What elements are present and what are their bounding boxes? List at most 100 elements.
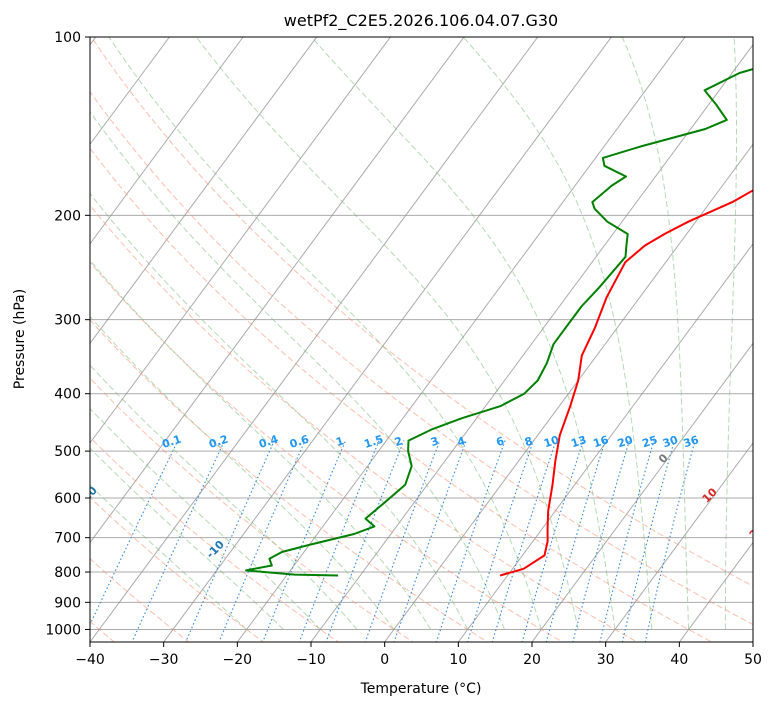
y-tick-label: 900 <box>54 595 81 611</box>
mixing-ratio-line <box>599 440 655 642</box>
y-tick-label: 500 <box>54 444 81 460</box>
moist-adiabat-line <box>90 259 432 630</box>
moist-adiabat-line <box>90 315 395 630</box>
y-axis-label: Pressure (hPa) <box>12 289 28 389</box>
y-tick-label: 1000 <box>45 622 81 638</box>
dry-adiabat-label: -10 <box>204 538 227 561</box>
moist-adiabat-line <box>195 37 579 630</box>
moist-adiabat-line <box>621 37 690 630</box>
isotherm-line <box>90 37 392 444</box>
moist-adiabat-line <box>462 37 653 630</box>
x-tick-label: −30 <box>149 652 179 668</box>
moist-adiabat-line <box>724 37 737 630</box>
x-tick-label: 0 <box>380 652 389 668</box>
isotherm-line <box>752 641 753 642</box>
moist-adiabat-line <box>90 407 321 630</box>
isotherm-line <box>236 37 686 642</box>
mixing-ratio-line <box>466 440 534 642</box>
mixing-ratio-line <box>262 440 347 642</box>
isotherm-line <box>163 37 613 642</box>
x-axis-label: Temperature (°C) <box>360 681 482 697</box>
moist-adiabat-label: 20 <box>747 521 767 541</box>
moist-adiabat-line <box>90 447 284 630</box>
isotherm-line <box>90 37 539 642</box>
mixing-ratio-label: 36 <box>682 433 701 450</box>
mixing-ratio-label: 8 <box>523 434 534 449</box>
mixing-ratio-line <box>491 440 557 642</box>
mixing-ratio-label: 10 <box>542 433 561 450</box>
moist-adiabat-line <box>90 364 358 630</box>
mixing-ratio-label: 0.2 <box>207 433 230 451</box>
isotherm-line <box>90 37 244 245</box>
plot-area <box>90 37 753 642</box>
mixing-ratio-line <box>218 440 306 642</box>
mixing-ratio-line <box>572 440 630 642</box>
x-tick-label: −20 <box>223 652 253 668</box>
isotherm-line <box>531 342 753 642</box>
x-tick-label: 10 <box>449 652 467 668</box>
mixing-ratio-line <box>364 440 441 642</box>
isotherm-line <box>678 541 753 642</box>
mixing-ratio-label: 20 <box>616 433 635 450</box>
mixing-ratio-label: 30 <box>661 433 680 450</box>
y-tick-label: 800 <box>54 565 81 581</box>
plot-frame <box>89 36 754 643</box>
mixing-ratio-line <box>521 440 584 642</box>
x-axis: −40 −30 −20 −10 0 10 20 30 40 50 <box>75 642 762 668</box>
mixing-ratio-line <box>545 440 606 642</box>
x-tick-label: −10 <box>296 652 326 668</box>
mixing-ratio-label: 1.5 <box>362 433 385 451</box>
moist-adiabat-line <box>311 37 616 630</box>
dry-adiabat-line <box>90 377 414 642</box>
isotherm-line <box>457 242 753 642</box>
isotherm-line <box>310 43 753 642</box>
x-tick-label: −40 <box>75 652 105 668</box>
chart-title: wetPf2_C2E5.2026.106.04.07.G30 <box>284 11 558 31</box>
moist-adiabat-line <box>108 37 542 630</box>
isotherm-line <box>605 442 753 642</box>
mixing-ratio-label: 1 <box>334 434 345 449</box>
moist-adiabat-line <box>90 192 469 630</box>
dry-adiabat-line <box>90 436 340 642</box>
x-tick-label: 40 <box>670 652 688 668</box>
dry-adiabat-line <box>90 204 639 642</box>
x-tick-label: 20 <box>523 652 541 668</box>
y-tick-label: 200 <box>54 208 81 224</box>
moist-adiabat-label: 0 <box>656 451 671 466</box>
x-tick-label: 30 <box>597 652 615 668</box>
y-tick-label: 100 <box>54 30 81 46</box>
mixing-ratio-label: 0.4 <box>257 432 280 450</box>
mixing-ratio-label: 0.6 <box>288 432 311 450</box>
y-tick-label: 300 <box>54 313 81 329</box>
mixing-ratio-label: 16 <box>592 433 611 450</box>
dry-adiabat-line <box>90 496 265 642</box>
mixing-ratio-line <box>393 440 467 642</box>
mixing-ratio-label: 25 <box>641 433 660 450</box>
dry-adiabat-line <box>90 147 713 642</box>
dry-adiabat-line <box>90 319 489 642</box>
mixing-ratio-label: 4 <box>456 434 468 449</box>
y-tick-label: 400 <box>54 387 81 403</box>
mixing-ratio-label: 3 <box>429 434 440 449</box>
x-tick-label: 50 <box>744 652 762 668</box>
mixing-ratio-label: 0.1 <box>160 433 183 451</box>
mixing-ratio-line <box>435 440 506 642</box>
isotherm-line <box>90 37 318 345</box>
temperature-profile-line <box>499 189 753 577</box>
mixing-ratio-line <box>621 440 675 642</box>
dry-adiabat-line <box>90 37 753 587</box>
moist-adiabat-line <box>90 484 247 630</box>
mixing-ratio-line <box>644 440 696 642</box>
y-tick-label: 600 <box>54 491 81 507</box>
mixing-ratio-label: 13 <box>569 433 588 450</box>
isotherm-line <box>90 37 465 544</box>
dry-adiabat-line <box>90 90 753 626</box>
moist-adiabat-line <box>90 110 505 630</box>
dry-adiabat-label: -20 <box>77 484 100 507</box>
isotherm-line <box>384 143 753 642</box>
dewpoint-profile-line <box>245 68 753 577</box>
mixing-ratio-label: 2 <box>393 434 404 449</box>
y-axis: 100 200 300 400 500 600 700 800 900 1000 <box>45 30 90 638</box>
